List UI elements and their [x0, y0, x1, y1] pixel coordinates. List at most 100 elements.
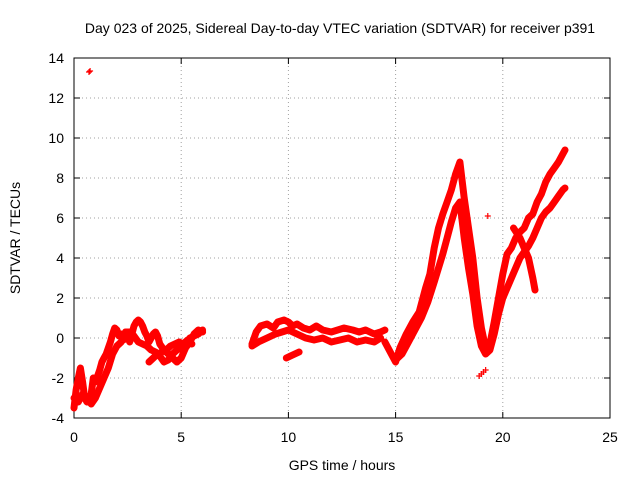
data-point-marker: [542, 179, 549, 185]
data-point-marker: [491, 331, 498, 337]
data-point-marker: [163, 347, 170, 353]
x-tick-label: 20: [495, 429, 511, 445]
data-point-marker: [431, 279, 438, 285]
data-point-marker: [439, 251, 446, 257]
data-point-marker: [388, 351, 395, 357]
y-tick-label: 12: [48, 90, 64, 106]
data-point-marker: [77, 365, 84, 371]
data-point-marker: [525, 255, 532, 261]
y-tick-label: -2: [52, 370, 65, 386]
data-point-marker: [94, 373, 101, 379]
data-point-marker: [75, 375, 82, 381]
data-point-marker: [484, 213, 491, 219]
data-point-marker: [169, 351, 176, 357]
y-tick-label: 10: [48, 130, 64, 146]
data-point-marker: [83, 395, 90, 401]
data-point-marker: [101, 375, 108, 381]
data-point-marker: [139, 323, 146, 329]
data-point-marker: [313, 323, 320, 329]
x-tick-label: 15: [388, 429, 404, 445]
data-point-marker: [469, 291, 476, 297]
data-point-marker: [278, 329, 285, 335]
data-point-marker: [300, 325, 307, 331]
y-axis-label: SDTVAR / TECUs: [7, 182, 23, 294]
series-peak-lower: [392, 184, 569, 364]
tick-layer: 0 5 10 15 20 25 -4 -2 0 2 4 6 8 10 12 14: [48, 50, 618, 445]
y-tick-label: 2: [56, 290, 64, 306]
data-point-marker: [263, 321, 270, 327]
data-point-marker: [559, 151, 566, 157]
data-point-marker: [362, 327, 369, 333]
data-point-marker: [109, 331, 116, 337]
data-point-marker: [109, 351, 116, 357]
data-point-marker: [103, 351, 110, 357]
data-point-marker: [92, 379, 99, 385]
data-point-marker: [71, 405, 77, 411]
data-point-marker: [248, 343, 255, 349]
data-point-marker: [465, 265, 472, 271]
data-point-marker: [270, 325, 277, 331]
y-tick-label: -4: [52, 410, 65, 426]
data-point-marker: [561, 147, 568, 153]
data-point-marker: [88, 391, 95, 397]
data-point-marker: [291, 351, 298, 357]
data-point-marker: [482, 367, 489, 373]
data-point-marker: [135, 339, 142, 345]
data-point-marker: [362, 337, 369, 343]
data-point-marker: [435, 265, 442, 271]
x-tick-label: 10: [281, 429, 297, 445]
data-point-marker: [381, 339, 388, 345]
data-point-marker: [88, 401, 95, 407]
data-point-marker: [521, 225, 528, 231]
data-point-marker: [165, 357, 172, 363]
series-trace: [392, 184, 569, 364]
x-tick-label: 25: [602, 429, 618, 445]
data-point-marker: [274, 319, 281, 325]
data-point-marker: [319, 335, 326, 341]
data-point-marker: [171, 341, 178, 347]
data-layer: [70, 68, 569, 412]
data-point-marker: [405, 339, 412, 345]
data-point-marker: [341, 325, 348, 331]
data-point-marker: [510, 225, 517, 231]
data-point-marker: [281, 317, 288, 323]
data-point-marker: [173, 359, 180, 365]
data-point-marker: [542, 209, 549, 215]
data-point-marker: [499, 295, 506, 301]
data-point-marker: [334, 327, 341, 333]
data-point-marker: [184, 337, 191, 343]
data-point-marker: [161, 359, 168, 365]
data-point-marker: [551, 165, 558, 171]
data-point-marker: [371, 339, 378, 345]
data-point-marker: [143, 343, 150, 349]
data-point-marker: [546, 171, 553, 177]
data-point-marker: [113, 343, 120, 349]
data-point-marker: [328, 329, 335, 335]
data-point-marker: [86, 69, 93, 75]
data-point-marker: [302, 335, 309, 341]
chart-title: Day 023 of 2025, Sidereal Day-to-day VTE…: [85, 20, 595, 36]
data-point-marker: [293, 331, 300, 337]
data-point-marker: [495, 311, 502, 317]
data-point-marker: [418, 315, 425, 321]
data-point-marker: [73, 387, 80, 393]
data-point-marker: [354, 339, 361, 345]
data-point-marker: [345, 335, 352, 341]
data-point-marker: [521, 245, 528, 251]
data-point-marker: [131, 333, 138, 339]
data-point-marker: [424, 299, 431, 305]
data-point-marker: [92, 395, 99, 401]
series-isolated: [86, 68, 491, 379]
data-point-marker: [118, 339, 125, 345]
data-point-marker: [285, 319, 292, 325]
data-point-marker: [287, 353, 294, 359]
y-tick-label: 8: [56, 170, 64, 186]
data-point-marker: [426, 271, 433, 277]
data-point-marker: [555, 193, 562, 199]
data-point-marker: [534, 199, 541, 205]
data-point-marker: [422, 285, 429, 291]
data-point-marker: [499, 271, 506, 277]
data-point-marker: [529, 275, 536, 281]
x-tick-label: 5: [177, 429, 185, 445]
x-tick-label: 0: [70, 429, 78, 445]
